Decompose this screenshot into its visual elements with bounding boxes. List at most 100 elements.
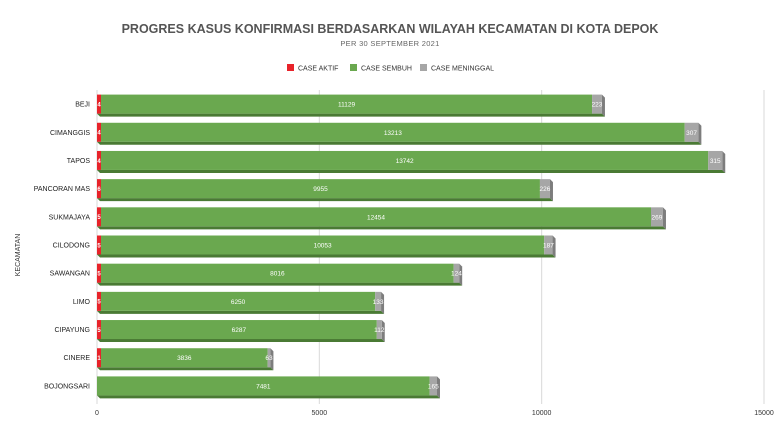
chart-subtitle: PER 30 SEPTEMBER 2021 — [340, 39, 439, 48]
category-label-4: SUKMAJAYA — [49, 214, 91, 221]
label-meninggal-9: 63 — [265, 355, 273, 362]
legend-swatch-meninggal — [420, 64, 427, 71]
bar-sembuh-6 — [101, 263, 454, 283]
label-meninggal-4: 269 — [652, 214, 663, 221]
label-meninggal-6: 124 — [451, 271, 462, 278]
bar-shadow-1 — [97, 141, 702, 145]
bar-meninggal-7 — [375, 291, 382, 311]
bar-sembuh-10 — [97, 376, 430, 396]
bar-endcap-1 — [698, 122, 702, 145]
bar-shadow-3 — [97, 198, 553, 202]
x-tick-label-2: 10000 — [532, 410, 552, 417]
legend-label-aktif: CASE AKTIF — [298, 66, 338, 73]
category-label-10: BOJONGSARI — [44, 383, 90, 390]
category-label-6: SAWANGAN — [50, 271, 90, 278]
bar-aktif-5 — [97, 235, 101, 255]
legend: CASE AKTIF CASE SEMBUH CASE MENINGGAL — [287, 64, 494, 73]
bar-meninggal-1 — [684, 122, 699, 142]
label-sembuh-2: 13742 — [396, 158, 414, 165]
label-aktif-3: 6 — [97, 187, 101, 193]
bar-shadow-2 — [97, 169, 726, 173]
label-sembuh-3: 9955 — [313, 186, 328, 193]
bar-aktif-8 — [97, 320, 101, 340]
bar-aktif-3 — [97, 179, 101, 199]
bar-endcap-3 — [549, 179, 553, 202]
category-label-3: PANCORAN MAS — [34, 186, 91, 193]
bar-shadow-0 — [97, 113, 605, 117]
bar-sembuh-2 — [101, 150, 709, 170]
bar-shadow-10 — [97, 395, 440, 399]
bar-meninggal-10 — [429, 376, 437, 396]
x-tick-label-1: 5000 — [312, 410, 328, 417]
category-label-1: CIMANGGIS — [50, 130, 90, 137]
category-label-8: CIPAYUNG — [54, 327, 90, 334]
y-axis-title: KECAMATAN — [15, 234, 22, 277]
bar-aktif-0 — [97, 94, 101, 114]
bar-sembuh-3 — [101, 179, 540, 199]
x-tick-label-3: 15000 — [754, 410, 774, 417]
bar-sembuh-4 — [101, 207, 652, 227]
bar-shadow-5 — [97, 254, 556, 258]
category-labels: BEJI CIMANGGIS TAPOS PANCORAN MAS SUKMAJAYA C… — [34, 102, 91, 391]
x-tick-labels: 0 5000 10000 15000 — [95, 410, 774, 417]
label-aktif-6: 5 — [97, 271, 101, 277]
bar-aktif-6 — [97, 263, 101, 283]
bar-aktif-9 — [97, 348, 101, 368]
bar-meninggal-3 — [539, 179, 550, 199]
label-meninggal-7: 133 — [373, 299, 384, 306]
label-meninggal-5: 187 — [543, 243, 554, 250]
bar-sembuh-1 — [101, 122, 685, 142]
bar-aktif-2 — [97, 150, 101, 170]
legend-label-meninggal: CASE MENINGGAL — [431, 66, 494, 73]
legend-label-sembuh: CASE SEMBUH — [361, 66, 412, 73]
bar-sembuh-7 — [101, 291, 376, 311]
bar-endcap-9 — [270, 348, 274, 371]
bar-endcap-7 — [381, 291, 385, 314]
legend-swatch-aktif — [287, 64, 294, 71]
bar-endcap-10 — [436, 376, 440, 399]
label-aktif-4: 5 — [97, 215, 101, 221]
bar-meninggal-8 — [376, 320, 382, 340]
bar-meninggal-9 — [267, 348, 271, 368]
bar-endcap-5 — [552, 235, 556, 258]
bar-endcap-8 — [381, 320, 385, 343]
chart-title: PROGRES KASUS KONFIRMASI BERDASARKAN WIL… — [122, 22, 659, 36]
label-sembuh-10: 7481 — [256, 383, 271, 390]
legend-swatch-sembuh — [350, 64, 357, 71]
bar-sembuh-0 — [101, 94, 593, 114]
label-meninggal-10: 165 — [428, 383, 439, 390]
x-tick-label-0: 0 — [95, 410, 99, 417]
label-aktif-2: 4 — [97, 159, 101, 165]
category-label-7: LIMO — [73, 299, 91, 306]
bar-aktif-7 — [97, 291, 101, 311]
label-sembuh-6: 8016 — [270, 271, 285, 278]
label-meninggal-1: 307 — [686, 130, 697, 137]
bar-sembuh-5 — [101, 235, 545, 255]
bar-aktif-1 — [97, 122, 101, 142]
category-label-2: TAPOS — [67, 158, 91, 165]
bar-sembuh-8 — [101, 320, 377, 340]
bar-meninggal-0 — [592, 94, 602, 114]
label-sembuh-8: 6287 — [232, 327, 247, 334]
label-aktif-0: 4 — [97, 102, 101, 108]
label-sembuh-1: 13213 — [384, 130, 402, 137]
bar-endcap-2 — [722, 150, 726, 173]
bar-shadow-4 — [97, 226, 666, 230]
category-label-0: BEJI — [75, 102, 90, 109]
category-label-9: CINERE — [64, 355, 91, 362]
label-sembuh-7: 6250 — [231, 299, 246, 306]
bar-shadow-7 — [97, 310, 385, 314]
bar-shadow-9 — [97, 367, 274, 371]
label-sembuh-4: 12454 — [367, 214, 385, 221]
bar-endcap-6 — [459, 263, 463, 286]
bar-meninggal-6 — [453, 263, 460, 283]
label-meninggal-0: 223 — [592, 102, 603, 109]
category-label-5: CILODONG — [53, 243, 90, 250]
label-aktif-5: 5 — [97, 243, 101, 249]
bar-shadow-8 — [97, 339, 385, 343]
label-aktif-1: 4 — [97, 131, 101, 137]
bar-endcap-4 — [662, 207, 666, 230]
label-sembuh-0: 11129 — [338, 102, 355, 109]
